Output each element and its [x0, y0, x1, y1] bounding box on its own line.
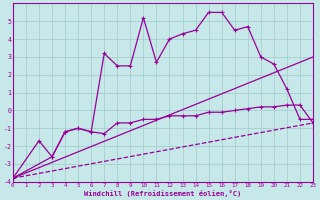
- X-axis label: Windchill (Refroidissement éolien,°C): Windchill (Refroidissement éolien,°C): [84, 190, 242, 197]
